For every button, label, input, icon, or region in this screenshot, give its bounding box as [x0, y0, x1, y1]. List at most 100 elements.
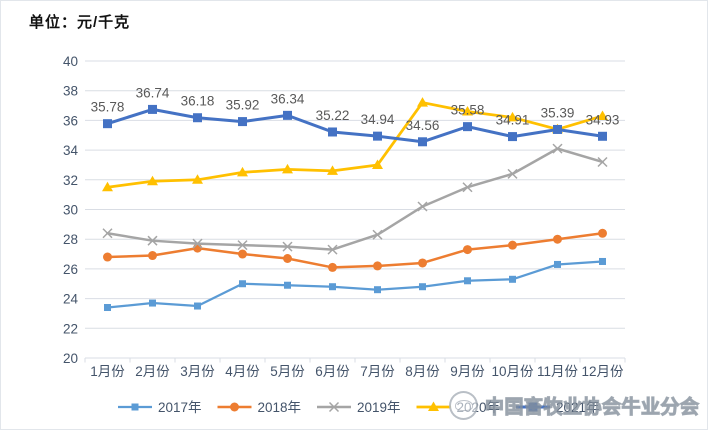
data-point-marker: [147, 235, 158, 246]
data-point-marker: [598, 131, 607, 141]
series-line: [106, 147, 604, 251]
data-label: 36.18: [181, 94, 215, 109]
x-axis-label: 3月份: [180, 364, 215, 379]
data-label: 35.92: [226, 98, 260, 113]
x-axis-label: 10月份: [491, 364, 534, 379]
data-point-marker: [554, 260, 561, 268]
data-point-marker: [284, 281, 291, 289]
data-label: 35.58: [451, 103, 485, 118]
data-point-marker: [329, 283, 336, 291]
x-axis-label: 11月份: [537, 364, 579, 379]
legend-item-2019年: 2019年: [317, 400, 401, 415]
y-axis-label: 36: [63, 113, 78, 128]
legend-label: 2017年: [158, 400, 202, 415]
data-point-marker: [418, 137, 427, 147]
legend-item-2017年: 2017年: [118, 400, 202, 415]
data-point-marker: [103, 119, 112, 129]
legend-item-2018年: 2018年: [217, 400, 302, 415]
x-axis-label: 4月份: [225, 364, 260, 379]
x-axis-label: 9月份: [450, 364, 485, 379]
data-point-marker: [418, 258, 427, 268]
data-point-marker: [149, 299, 156, 307]
data-label: 34.91: [496, 113, 530, 128]
data-point-marker: [192, 238, 203, 249]
x-axis-label: 1月份: [90, 364, 125, 379]
data-point-marker: [328, 127, 337, 137]
series-line: [106, 101, 604, 189]
x-axis-label: 5月份: [270, 364, 305, 379]
data-point-marker: [192, 174, 203, 184]
series-2019年: [102, 143, 608, 255]
data-label: 35.22: [316, 108, 350, 123]
data-point-marker: [428, 401, 439, 411]
y-axis-label: 32: [63, 173, 78, 188]
data-point-marker: [104, 304, 111, 312]
data-point-marker: [237, 166, 248, 177]
legend-item-2021年: 2021年: [516, 400, 600, 415]
data-point-marker: [327, 244, 338, 255]
data-point-marker: [417, 97, 428, 107]
data-point-marker: [553, 234, 562, 244]
y-axis-label: 20: [63, 351, 78, 366]
legend-item-2020年: 2020年: [416, 400, 500, 415]
data-point-marker: [372, 159, 383, 169]
series-2017年: [104, 257, 606, 312]
data-label: 34.56: [406, 118, 440, 133]
x-axis-label: 8月份: [405, 364, 440, 379]
data-point-marker: [508, 132, 517, 142]
series-2020年: [102, 97, 608, 192]
y-axis-label: 28: [63, 232, 78, 247]
series-2021年: 35.78 36.74 36.18 35.92 36.34 35.22 34.94 34.56…: [91, 85, 620, 147]
legend-label: 2018年: [258, 400, 302, 415]
data-label: 35.39: [541, 105, 575, 120]
legend-label: 2021年: [556, 400, 600, 415]
data-point-marker: [148, 251, 157, 261]
data-point-marker: [131, 403, 139, 411]
y-axis-label: 34: [63, 143, 79, 158]
data-point-marker: [373, 261, 382, 271]
data-label: 35.78: [91, 100, 125, 115]
data-point-marker: [419, 283, 426, 291]
data-point-marker: [283, 110, 292, 120]
data-point-marker: [463, 122, 472, 132]
y-axis-label: 24: [63, 292, 79, 307]
unit-label: 单位：元/千克: [29, 14, 131, 31]
data-point-marker: [463, 245, 472, 255]
data-point-marker: [237, 240, 248, 251]
data-point-marker: [102, 181, 113, 192]
x-axis-label: 12月份: [581, 364, 624, 379]
data-point-marker: [507, 168, 518, 179]
series-line: [106, 260, 604, 309]
data-point-marker: [417, 201, 428, 212]
y-axis-label: 38: [63, 84, 78, 99]
x-axis-label: 2月份: [135, 364, 170, 379]
data-point-marker: [528, 402, 538, 412]
data-point-marker: [552, 143, 563, 154]
data-point-marker: [147, 175, 158, 186]
data-point-marker: [597, 110, 608, 120]
data-point-marker: [239, 280, 246, 288]
data-point-marker: [372, 229, 383, 240]
data-point-marker: [508, 240, 517, 250]
data-label: 34.93: [586, 112, 620, 127]
x-axis-label: 6月份: [315, 364, 350, 379]
data-point-marker: [464, 277, 471, 285]
gridlines: 20 22 24 26 28 30 32 34 36 38 40: [63, 54, 625, 366]
data-point-marker: [553, 124, 562, 134]
data-point-marker: [597, 156, 608, 168]
series-line: [106, 232, 604, 269]
series-line: [106, 107, 604, 144]
data-point-marker: [509, 275, 516, 283]
data-point-marker: [598, 228, 607, 238]
data-point-marker: [599, 257, 606, 265]
x-axis: 1月份 2月份 3月份 4月份 5月份 6月份 7月份 8月份 9月份 10月份 11月份 12月份: [84, 358, 626, 379]
data-label: 36.74: [136, 85, 170, 100]
data-point-marker: [230, 402, 239, 412]
data-point-marker: [238, 249, 247, 259]
data-point-marker: [374, 286, 381, 294]
legend: 2017年 2018年 2019年 2020年 2021年: [118, 400, 600, 415]
legend-label: 2019年: [357, 400, 401, 415]
data-label: 34.94: [361, 112, 395, 127]
